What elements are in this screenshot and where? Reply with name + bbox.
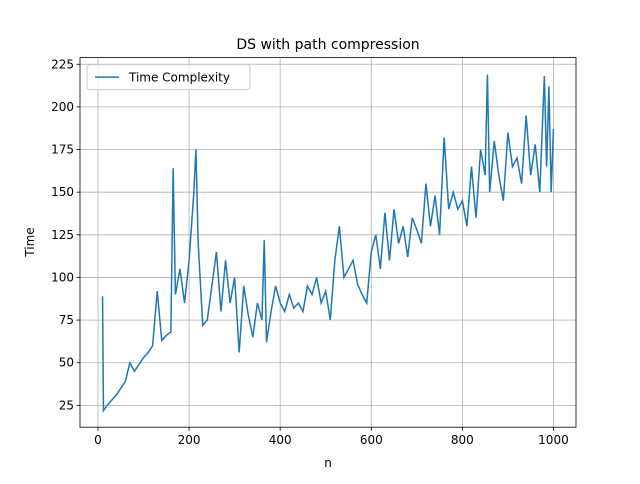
y-tick-label: 50: [59, 356, 74, 370]
y-tick-label: 200: [51, 100, 74, 114]
y-tick-label: 25: [59, 398, 74, 412]
legend-label: Time Complexity: [128, 71, 230, 85]
y-tick-label: 175: [51, 143, 74, 157]
chart-title: DS with path compression: [236, 37, 419, 53]
y-tick-label: 75: [59, 313, 74, 327]
line-series: [101, 74, 555, 413]
x-tick-label: 200: [178, 433, 201, 447]
x-tick-label: 400: [269, 433, 292, 447]
x-tick-label: 800: [451, 433, 474, 447]
y-tick-label: 125: [51, 228, 74, 242]
plot-frame: [79, 57, 577, 428]
y-axis-label: Time: [23, 227, 37, 257]
legend-box: [86, 64, 251, 91]
x-tick-label: 1000: [538, 433, 569, 447]
y-tick-label: 225: [51, 57, 74, 71]
x-tick-label: 600: [360, 433, 383, 447]
y-tick-label: 150: [51, 185, 74, 199]
x-axis-label: n: [324, 456, 332, 470]
x-tick-label: 0: [94, 433, 102, 447]
y-tick-label: 100: [51, 270, 74, 284]
